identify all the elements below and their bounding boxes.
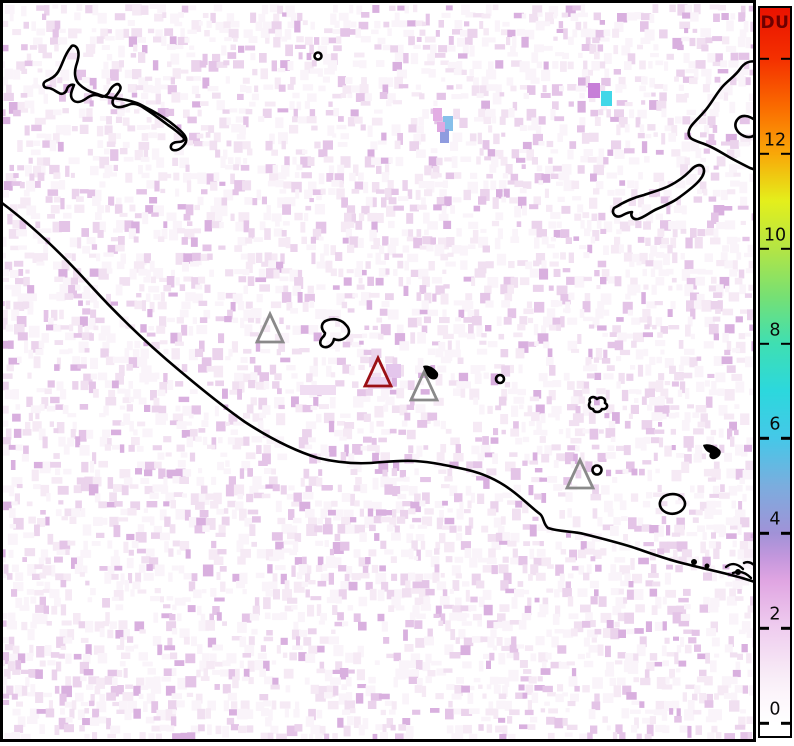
anomaly-pixel xyxy=(440,129,449,143)
colorbar-tick-label: 4 xyxy=(769,509,781,530)
colorbar-tick-label: 8 xyxy=(769,319,781,340)
squiggle-1 xyxy=(724,562,745,571)
island-elongated xyxy=(611,163,706,221)
volcano-triangle-3 xyxy=(564,456,596,490)
anomaly-pixel xyxy=(601,91,612,106)
islet-ram-horn xyxy=(318,317,351,349)
colorbar-tick xyxy=(781,627,790,630)
anomaly-pixel xyxy=(588,83,600,98)
mark-coast-dot-2 xyxy=(704,563,710,569)
colorbar-tick xyxy=(781,437,790,440)
anomaly-pixel xyxy=(443,116,453,131)
lake-outline xyxy=(42,44,188,152)
colorbar-tick-label: 10 xyxy=(763,224,787,245)
colorbar-tick-label: 12 xyxy=(763,129,787,150)
islet-ring-beside-triangle xyxy=(591,464,603,476)
colorbar-gradient xyxy=(760,8,790,736)
colorbar-tick xyxy=(760,152,769,155)
map-frame xyxy=(0,0,756,742)
colorbar-tick-label: 6 xyxy=(769,414,781,435)
coastline-pacific xyxy=(0,201,756,584)
islet-top-centre xyxy=(313,51,323,61)
colorbar-tick xyxy=(760,437,769,440)
mark-chevron xyxy=(703,444,721,460)
volcano-marker-layer xyxy=(254,310,596,490)
colorbar-tick xyxy=(760,342,769,345)
colorbar-tick-label: 2 xyxy=(769,604,781,625)
anomaly-pixel-layer xyxy=(300,83,612,395)
noise-layer xyxy=(0,4,756,742)
colorbar-tick xyxy=(760,247,769,250)
squiggle-2 xyxy=(731,570,753,580)
volcano-triangle-1 xyxy=(254,310,286,344)
coastline-layer xyxy=(0,44,756,584)
islet-c-shape xyxy=(658,492,687,516)
islet-ring-small xyxy=(494,373,506,385)
colorbar-tick xyxy=(760,627,769,630)
map-canvas xyxy=(0,0,756,742)
colorbar: 0 2 4 6 8 10 12 DU xyxy=(758,6,792,738)
anomaly-pixel xyxy=(300,385,336,395)
colorbar-tick-label: 0 xyxy=(769,699,781,720)
anomaly-pixel xyxy=(437,122,445,132)
colorbar-tick xyxy=(760,532,769,535)
island-bay-hook xyxy=(734,114,756,139)
anomaly-pixel xyxy=(433,108,442,121)
colorbar-tick xyxy=(781,247,790,250)
volcano-triangle-2 xyxy=(408,368,440,402)
map-panel xyxy=(0,0,756,742)
island-large-northeast xyxy=(687,60,756,172)
islet-star xyxy=(587,395,609,414)
colorbar-tick xyxy=(760,721,769,725)
mark-coast-dot-1 xyxy=(691,559,697,565)
colorbar-tick xyxy=(781,152,790,155)
volcano-triangle-active xyxy=(362,354,394,388)
colorbar-tick xyxy=(781,342,790,345)
colorbar-unit-label: DU xyxy=(760,13,790,33)
coastal-marks-layer xyxy=(423,365,741,575)
colorbar-tick xyxy=(781,532,790,535)
colorbar-tick xyxy=(781,57,790,60)
anomaly-pixel xyxy=(386,364,401,378)
colorbar-tick xyxy=(760,57,769,60)
colorbar-tick xyxy=(781,721,790,725)
mark-flag xyxy=(423,365,439,380)
